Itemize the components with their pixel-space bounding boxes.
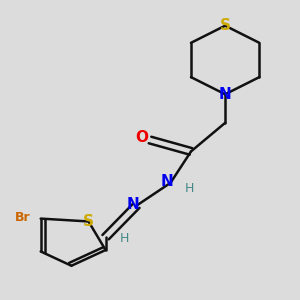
Text: N: N <box>161 174 173 189</box>
Text: S: S <box>220 18 231 33</box>
Text: H: H <box>184 182 194 194</box>
Text: O: O <box>135 130 148 145</box>
Text: S: S <box>83 214 94 229</box>
Text: H: H <box>120 232 129 245</box>
Text: Br: Br <box>15 211 31 224</box>
Text: N: N <box>127 197 139 212</box>
Text: N: N <box>219 87 232 102</box>
